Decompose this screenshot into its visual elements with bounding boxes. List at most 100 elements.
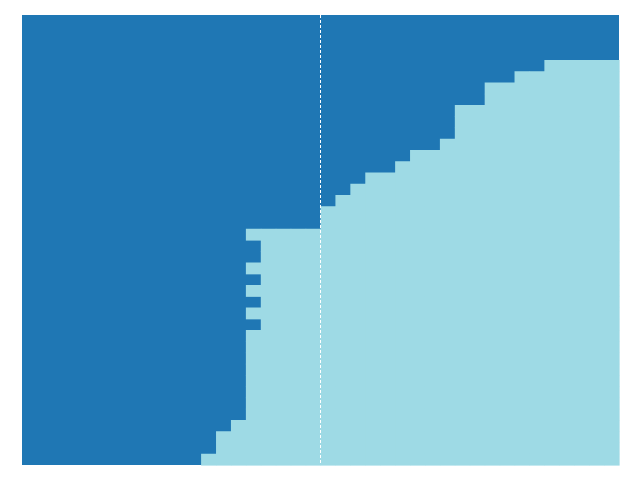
light-cell [439,341,456,354]
light-cell [484,138,501,151]
light-cell [260,262,277,275]
light-cell [380,397,396,410]
light-cell [559,262,575,275]
light-cell [604,172,620,185]
light-cell [439,296,456,309]
light-cell [454,431,471,444]
light-cell [529,307,545,320]
light-cell [514,431,531,444]
light-cell [574,431,590,444]
light-cell [305,296,322,309]
light-cell [335,318,351,331]
light-cell [275,363,292,376]
light-cell [529,251,545,264]
light-cell [424,240,441,252]
light-cell [484,420,501,432]
light-cell [424,307,441,320]
light-cell [514,307,531,320]
light-cell [469,138,486,151]
light-cell [514,228,531,241]
light-cell [275,262,292,275]
light-cell [439,240,456,252]
light-cell [544,352,560,365]
light-cell [604,240,620,252]
light-cell [245,285,262,297]
light-cell [499,206,516,219]
light-cell [395,318,411,331]
light-cell [529,93,545,106]
light-cell [454,285,471,297]
light-cell [514,195,531,207]
light-cell [559,60,575,72]
light-cell [559,352,575,365]
light-cell [410,273,426,286]
light-cell [410,330,426,342]
light-cell [514,206,531,219]
light-cell [484,150,501,162]
light-cell [380,206,396,219]
light-cell [305,228,322,241]
light-cell [544,240,560,252]
light-cell [410,375,426,387]
light-cell [604,397,620,410]
light-cell [439,386,456,399]
light-cell [529,206,545,219]
light-cell [499,420,516,432]
light-cell [514,262,531,275]
light-cell [544,161,560,174]
light-cell [454,375,471,387]
light-cell [439,375,456,387]
light-cell [604,82,620,95]
light-cell [439,228,456,241]
light-cell [320,273,337,286]
light-cell [559,116,575,129]
light-cell [439,183,456,196]
light-cell [395,408,411,421]
light-cell [410,431,426,444]
light-cell [559,127,575,140]
light-cell [335,420,351,432]
light-cell [499,183,516,196]
light-cell [335,453,351,466]
light-cell [380,307,396,320]
light-cell [260,240,277,252]
light-cell [245,386,262,399]
light-cell [529,71,545,84]
light-cell [589,330,605,342]
light-cell [424,273,441,286]
light-cell [365,206,381,219]
light-cell [574,341,590,354]
light-cell [484,82,501,95]
light-cell [230,442,247,455]
light-cell [245,228,262,241]
light-cell [604,93,620,106]
light-cell [604,307,620,320]
light-cell [469,273,486,286]
light-cell [454,127,471,140]
light-cell [559,296,575,309]
light-cell [589,183,605,196]
light-cell [574,240,590,252]
light-cell [514,386,531,399]
light-cell [514,217,531,230]
light-cell [365,172,381,185]
light-cell [335,341,351,354]
light-cell [499,217,516,230]
light-cell [410,352,426,365]
light-cell [499,116,516,129]
light-cell [514,138,531,151]
light-cell [544,251,560,264]
light-cell [365,251,381,264]
light-cell [574,138,590,151]
light-cell [544,453,560,466]
light-cell [559,93,575,106]
light-cell [484,330,501,342]
light-cell [439,172,456,185]
light-cell [216,431,232,444]
light-cell [350,240,366,252]
light-cell [499,442,516,455]
light-cell [499,240,516,252]
light-cell [454,206,471,219]
light-cell [484,431,501,444]
light-cell [604,71,620,84]
